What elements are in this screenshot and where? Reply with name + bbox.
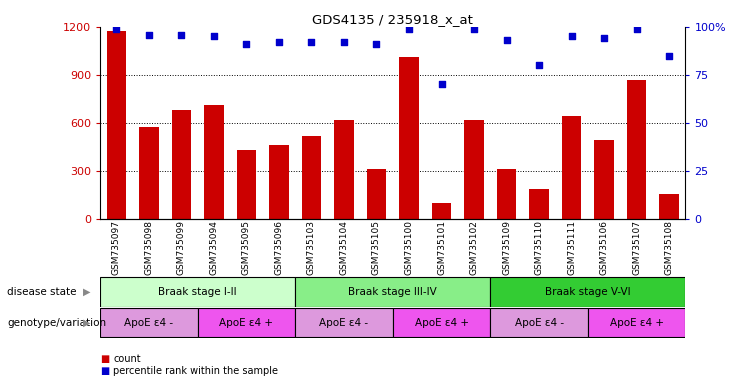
Point bbox=[436, 81, 448, 88]
Text: ■: ■ bbox=[100, 366, 109, 376]
Bar bbox=[334, 120, 353, 219]
Text: ApoE ε4 +: ApoE ε4 + bbox=[219, 318, 273, 328]
Point bbox=[501, 37, 513, 43]
Point bbox=[403, 26, 415, 32]
Bar bbox=[236, 150, 256, 219]
Text: ■: ■ bbox=[100, 354, 109, 364]
Text: ApoE ε4 +: ApoE ε4 + bbox=[414, 318, 468, 328]
Text: count: count bbox=[113, 354, 141, 364]
Point bbox=[565, 33, 577, 40]
Point bbox=[143, 31, 155, 38]
Point bbox=[370, 41, 382, 47]
Bar bbox=[491, 277, 685, 306]
Point bbox=[110, 26, 122, 32]
Bar bbox=[295, 277, 491, 306]
Point bbox=[208, 33, 220, 40]
Bar bbox=[432, 203, 451, 219]
Text: percentile rank within the sample: percentile rank within the sample bbox=[113, 366, 279, 376]
Bar bbox=[491, 308, 588, 337]
Bar bbox=[204, 105, 224, 219]
Point bbox=[305, 39, 317, 45]
Text: genotype/variation: genotype/variation bbox=[7, 318, 107, 328]
Bar bbox=[139, 127, 159, 219]
Bar bbox=[295, 308, 393, 337]
Text: ▶: ▶ bbox=[83, 287, 90, 297]
Point bbox=[534, 62, 545, 68]
Text: Braak stage V-VI: Braak stage V-VI bbox=[545, 287, 631, 297]
Bar bbox=[562, 116, 582, 219]
Point bbox=[273, 39, 285, 45]
Bar bbox=[496, 169, 516, 219]
Bar bbox=[100, 277, 295, 306]
Bar bbox=[659, 194, 679, 219]
Point bbox=[338, 39, 350, 45]
Bar bbox=[393, 308, 491, 337]
Point bbox=[631, 26, 642, 32]
Bar bbox=[367, 169, 386, 219]
Text: ApoE ε4 -: ApoE ε4 - bbox=[319, 318, 368, 328]
Bar bbox=[399, 57, 419, 219]
Point bbox=[598, 35, 610, 41]
Bar bbox=[465, 121, 484, 219]
Bar bbox=[269, 145, 289, 219]
Point bbox=[240, 41, 252, 47]
Bar bbox=[529, 189, 549, 219]
Text: Braak stage I-II: Braak stage I-II bbox=[159, 287, 237, 297]
Title: GDS4135 / 235918_x_at: GDS4135 / 235918_x_at bbox=[312, 13, 473, 26]
Text: ApoE ε4 -: ApoE ε4 - bbox=[514, 318, 564, 328]
Text: ApoE ε4 +: ApoE ε4 + bbox=[610, 318, 664, 328]
Text: Braak stage III-IV: Braak stage III-IV bbox=[348, 287, 437, 297]
Bar bbox=[594, 141, 614, 219]
Text: disease state: disease state bbox=[7, 287, 77, 297]
Bar bbox=[172, 110, 191, 219]
Bar bbox=[107, 31, 126, 219]
Bar bbox=[588, 308, 685, 337]
Point bbox=[663, 53, 675, 59]
Bar bbox=[198, 308, 295, 337]
Bar bbox=[627, 79, 646, 219]
Text: ▶: ▶ bbox=[83, 318, 90, 328]
Bar bbox=[100, 308, 198, 337]
Bar bbox=[302, 136, 321, 219]
Point bbox=[468, 26, 480, 32]
Text: ApoE ε4 -: ApoE ε4 - bbox=[124, 318, 173, 328]
Point bbox=[176, 31, 187, 38]
